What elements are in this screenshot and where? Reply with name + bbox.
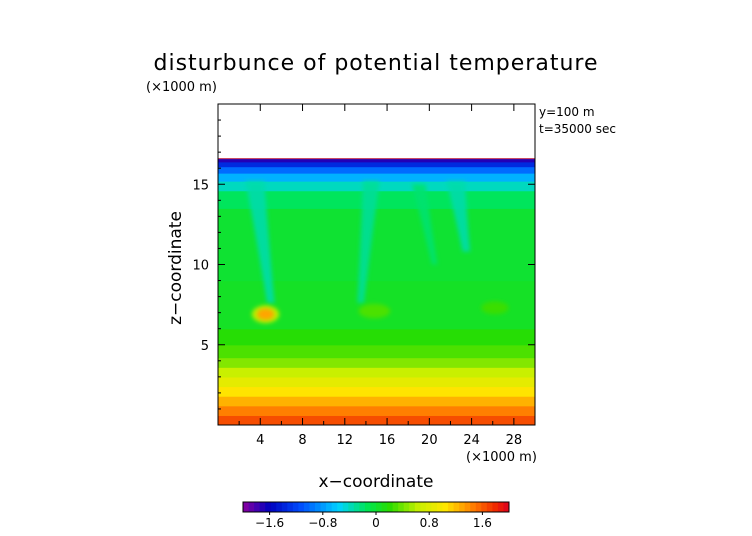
warm-anomaly — [358, 303, 391, 319]
cold-plume — [446, 181, 471, 252]
colorbar-segment — [364, 502, 371, 512]
colorbar-segment — [309, 502, 316, 512]
y-axis-label: z−coordinate — [166, 211, 186, 325]
chart-title: disturbunce of potential temperature — [154, 51, 599, 76]
colorbar-segment — [503, 502, 510, 512]
colorbar-segment — [270, 502, 277, 512]
colorbar-segment — [337, 502, 344, 512]
field-layer — [218, 396, 535, 407]
field-layer — [218, 161, 535, 168]
warm-anomaly — [257, 308, 275, 320]
colorbar-segment — [470, 502, 477, 512]
z-unit-label: (×1000 m) — [146, 80, 217, 95]
colorbar-segment — [281, 502, 288, 512]
colorbar-segment — [475, 502, 482, 512]
colorbar-segment — [464, 502, 471, 512]
y-tick-label: 15 — [192, 178, 209, 193]
cold-plume — [411, 184, 438, 265]
annotation-time: t=35000 sec — [539, 122, 616, 136]
x-tick-label: 8 — [298, 433, 306, 448]
colorbar-segment — [381, 502, 388, 512]
colorbar-tick-label: −0.8 — [308, 516, 337, 530]
cold-plume — [357, 181, 380, 304]
colorbar-segment — [248, 502, 255, 512]
x-tick-label: 16 — [379, 433, 396, 448]
colorbar-segment — [387, 502, 394, 512]
colorbar-segment — [420, 502, 427, 512]
colorbar-segment — [409, 502, 416, 512]
y-tick-label: 5 — [201, 339, 209, 354]
colorbar-segment — [431, 502, 438, 512]
x-unit-label: (×1000 m) — [466, 450, 537, 465]
colorbar-segment — [376, 502, 382, 512]
colorbar-segment — [486, 502, 493, 512]
colorbar-segment — [331, 502, 338, 512]
colorbar-segment — [459, 502, 466, 512]
x-tick-label: 12 — [337, 433, 354, 448]
colorbar-segment — [359, 502, 366, 512]
colorbar-segment — [403, 502, 410, 512]
colorbar-segment — [315, 502, 321, 512]
x-tick-label: 4 — [256, 433, 264, 448]
field-layer — [218, 158, 535, 163]
colorbar-segment — [254, 502, 261, 512]
colorbar-tick-label: 1.6 — [473, 516, 492, 530]
colorbar-segment — [414, 502, 421, 512]
colorbar-segment — [436, 502, 443, 512]
colorbar-segment — [243, 502, 249, 512]
colorbar-segment — [353, 502, 360, 512]
field-layer — [218, 405, 535, 416]
x-tick-label: 20 — [421, 433, 438, 448]
plot-field — [218, 104, 535, 425]
colorbar-segment — [326, 502, 333, 512]
colorbar-segment — [320, 502, 327, 512]
colorbar-segment — [276, 502, 283, 512]
x-axis-label: x−coordinate — [319, 472, 434, 492]
annotation-y-position: y=100 m — [539, 105, 595, 119]
colorbar-segment — [298, 502, 305, 512]
colorbar-segment — [492, 502, 499, 512]
colorbar-segment — [453, 502, 460, 512]
field-layer — [218, 415, 535, 425]
colorbar: −1.6 −0.8 0 0.8 1.6 — [242, 501, 510, 530]
x-axis: 4 8 12 16 20 24 28 — [238, 104, 523, 448]
colorbar-segment — [497, 502, 504, 512]
colorbar-segment — [287, 502, 294, 512]
colorbar-segment — [292, 502, 299, 512]
y-tick-label: 10 — [192, 259, 209, 274]
colorbar-segment — [481, 502, 488, 512]
field-layer — [218, 367, 535, 378]
colorbar-segment — [303, 502, 310, 512]
colorbar-segment — [448, 502, 454, 512]
field-layer — [218, 376, 535, 388]
field-layer — [218, 328, 535, 346]
colorbar-segment — [348, 502, 355, 512]
colorbar-tick-label: 0 — [372, 516, 380, 530]
field-layer — [218, 344, 535, 359]
blank-region — [218, 104, 535, 159]
colorbar-tick-label: 0.8 — [420, 516, 439, 530]
cold-plume — [245, 181, 275, 304]
field-layer — [218, 357, 535, 368]
x-tick-label: 28 — [506, 433, 523, 448]
field-layer — [218, 166, 535, 174]
field-layer — [218, 386, 535, 397]
colorbar-segment — [392, 502, 399, 512]
colorbar-tick-label: −1.6 — [255, 516, 284, 530]
x-tick-label: 24 — [463, 433, 480, 448]
colorbar-segment — [398, 502, 405, 512]
y-axis: 5 10 15 — [192, 119, 535, 410]
colorbar-segment — [265, 502, 272, 512]
colorbar-segment — [342, 502, 349, 512]
field-layer — [218, 173, 535, 182]
colorbar-segment — [259, 502, 266, 512]
warm-anomaly — [481, 301, 509, 315]
colorbar-segment — [370, 502, 377, 512]
colorbar-segment — [442, 502, 449, 512]
colorbar-segment — [425, 502, 432, 512]
